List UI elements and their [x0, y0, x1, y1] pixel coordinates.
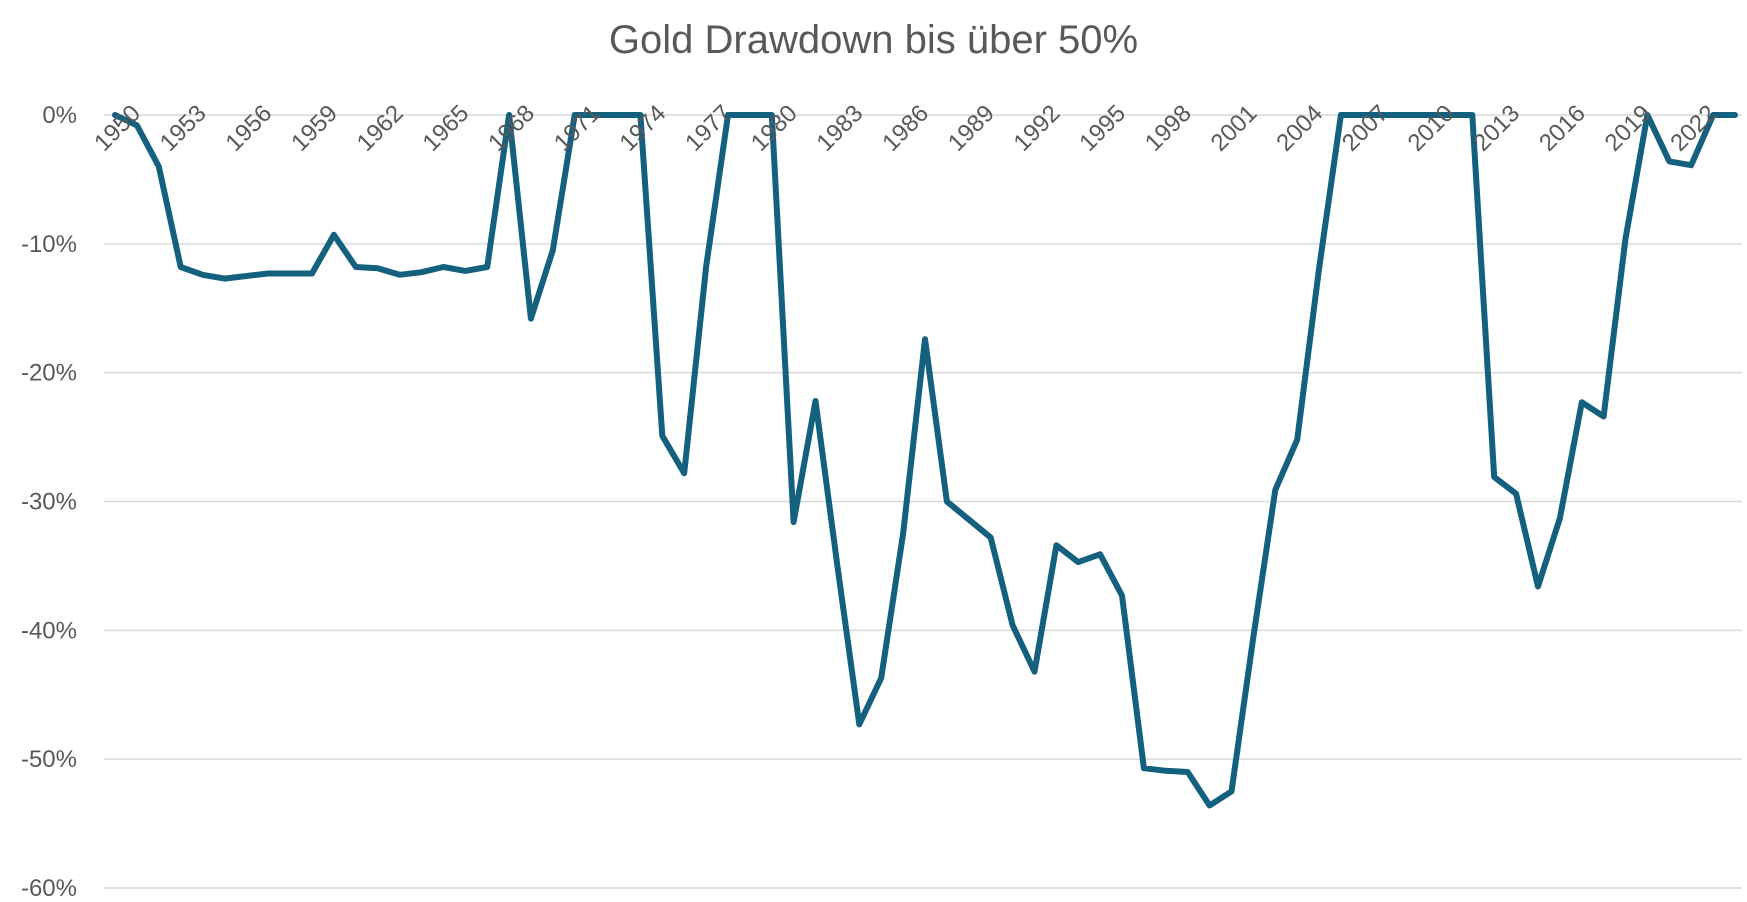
y-axis-ticks: 0% -10% -20% -30% -40% -50% -60%	[21, 102, 77, 902]
gridlines	[104, 114, 1742, 889]
x-tick-label: 1989	[943, 100, 1000, 157]
x-tick-label: 2001	[1206, 100, 1263, 157]
y-tick-label: -10%	[21, 231, 77, 258]
x-tick-label: 1998	[1140, 100, 1197, 157]
series-line	[112, 112, 1738, 809]
y-tick-label: -30%	[21, 489, 77, 516]
y-tick-label: -40%	[21, 617, 77, 644]
x-tick-label: 2016	[1534, 100, 1591, 157]
x-tick-label: 1986	[877, 100, 934, 157]
x-tick-label: 1995	[1074, 100, 1131, 157]
x-tick-label: 1959	[286, 100, 343, 157]
x-tick-label: 2004	[1271, 100, 1328, 157]
series-line-layer	[112, 112, 1738, 809]
y-tick-label: 0%	[42, 102, 77, 129]
y-tick-label: -60%	[21, 875, 77, 902]
x-tick-label: 1953	[155, 100, 212, 157]
x-tick-label: 1992	[1009, 100, 1066, 157]
x-tick-label: 1965	[418, 100, 475, 157]
x-tick-label: 2007	[1337, 100, 1394, 157]
x-tick-label: 1962	[352, 100, 409, 157]
x-tick-label: 1971	[549, 100, 606, 157]
x-tick-label: 2022	[1665, 100, 1722, 157]
x-tick-label: 1983	[812, 100, 869, 157]
y-tick-label: -20%	[21, 360, 77, 387]
x-tick-label: 2010	[1403, 100, 1460, 157]
chart-title: Gold Drawdown bis über 50%	[608, 18, 1139, 62]
y-tick-label: -50%	[21, 746, 77, 773]
x-tick-label: 1956	[220, 100, 277, 157]
